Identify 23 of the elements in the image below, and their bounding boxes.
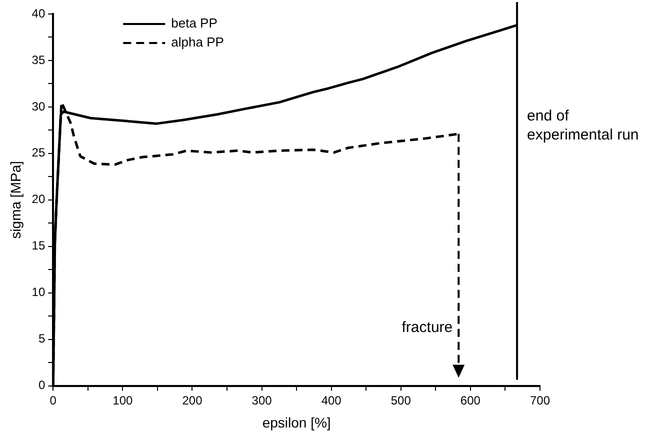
y-tick-label: 5 — [38, 332, 46, 346]
y-tick-label: 15 — [32, 238, 46, 253]
x-tick-label: 600 — [460, 393, 481, 408]
y-tick-label: 30 — [32, 99, 46, 114]
legend-label: beta PP — [171, 16, 218, 31]
y-tick-label: 10 — [32, 285, 46, 300]
y-axis-title: sigma [MPa] — [7, 160, 24, 239]
x-tick-label: 0 — [50, 393, 57, 408]
x-tick-label: 200 — [182, 393, 203, 408]
x-tick-label: 300 — [252, 393, 272, 408]
x-tick-label: 100 — [112, 393, 134, 408]
x-tick-label: 500 — [390, 393, 412, 408]
x-tick-label: 400 — [321, 393, 342, 408]
y-tick-label: 25 — [32, 146, 46, 160]
legend-label: alpha PP — [171, 34, 224, 50]
x-tick-label: 700 — [530, 393, 550, 408]
y-tick-label: 20 — [32, 192, 46, 206]
y-tick-label: 35 — [32, 52, 46, 67]
ref-line-label: end of experimental run — [527, 108, 639, 144]
y-tick-label: 40 — [32, 6, 46, 20]
annotation: fracture — [402, 318, 453, 336]
y-tick-label: 0 — [38, 378, 46, 392]
x-axis-title: epsilon [%] — [262, 414, 331, 430]
